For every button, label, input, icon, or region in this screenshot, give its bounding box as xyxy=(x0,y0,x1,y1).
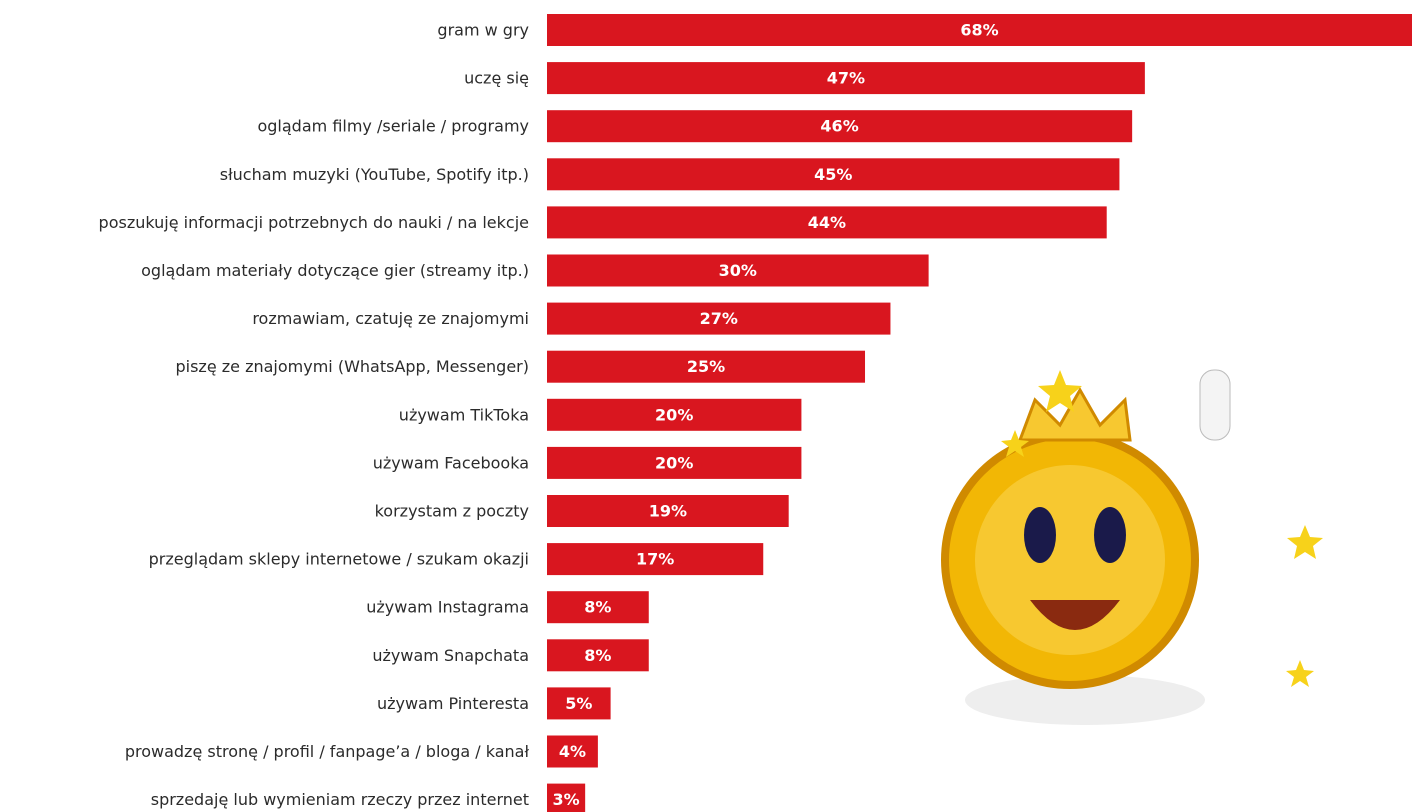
bar xyxy=(547,158,1120,191)
bar xyxy=(547,14,1412,46)
category-label: używam TikToka xyxy=(399,405,529,424)
value-label: 19% xyxy=(649,502,687,521)
value-label: 20% xyxy=(655,453,693,472)
category-label: słucham muzyki (YouTube, Spotify itp.) xyxy=(220,165,529,184)
category-label: rozmawiam, czatuję ze znajomymi xyxy=(252,309,529,328)
category-label: gram w gry xyxy=(437,21,529,40)
value-label: 8% xyxy=(584,646,611,665)
bar xyxy=(547,543,764,576)
bar xyxy=(547,398,802,431)
category-label: oglądam filmy /seriale / programy xyxy=(257,117,529,136)
value-label: 47% xyxy=(827,69,865,88)
bar xyxy=(547,687,611,720)
value-label: 17% xyxy=(636,550,674,569)
bar xyxy=(547,783,586,812)
category-label: prowadzę stronę / profil / fanpage’a / b… xyxy=(125,742,530,761)
bar xyxy=(547,591,649,624)
value-label: 27% xyxy=(700,309,738,328)
value-label: 30% xyxy=(719,261,757,280)
category-label: sprzedaję lub wymieniam rzeczy przez int… xyxy=(151,790,529,809)
value-label: 25% xyxy=(687,357,725,376)
category-label: oglądam materiały dotyczące gier (stream… xyxy=(141,261,529,280)
value-label: 44% xyxy=(808,213,846,232)
category-label: używam Facebooka xyxy=(373,453,529,472)
value-label: 8% xyxy=(584,598,611,617)
bar xyxy=(547,206,1107,239)
value-label: 46% xyxy=(820,117,858,136)
bar xyxy=(547,735,598,768)
bar xyxy=(547,302,891,335)
bar xyxy=(547,446,802,479)
bar xyxy=(547,62,1145,95)
value-label: 4% xyxy=(559,742,586,761)
category-label: używam Instagrama xyxy=(366,598,529,617)
category-label: używam Snapchata xyxy=(372,646,529,665)
mascot xyxy=(941,369,1323,725)
category-label: przeglądam sklepy internetowe / szukam o… xyxy=(149,550,529,569)
bar xyxy=(547,639,649,672)
bar xyxy=(547,495,789,527)
value-label: 68% xyxy=(960,21,998,40)
value-label: 3% xyxy=(552,790,579,809)
value-label: 45% xyxy=(814,165,852,184)
category-label: uczę się xyxy=(464,69,529,88)
bar xyxy=(547,110,1133,143)
value-label: 5% xyxy=(565,694,592,713)
category-label: poszukuję informacji potrzebnych do nauk… xyxy=(99,213,529,232)
bar xyxy=(547,254,929,287)
category-label: używam Pinteresta xyxy=(377,694,529,713)
value-label: 20% xyxy=(655,405,693,424)
bar xyxy=(547,350,866,383)
category-label: korzystam z poczty xyxy=(375,502,529,521)
category-label: piszę ze znajomymi (WhatsApp, Messenger) xyxy=(175,357,529,376)
